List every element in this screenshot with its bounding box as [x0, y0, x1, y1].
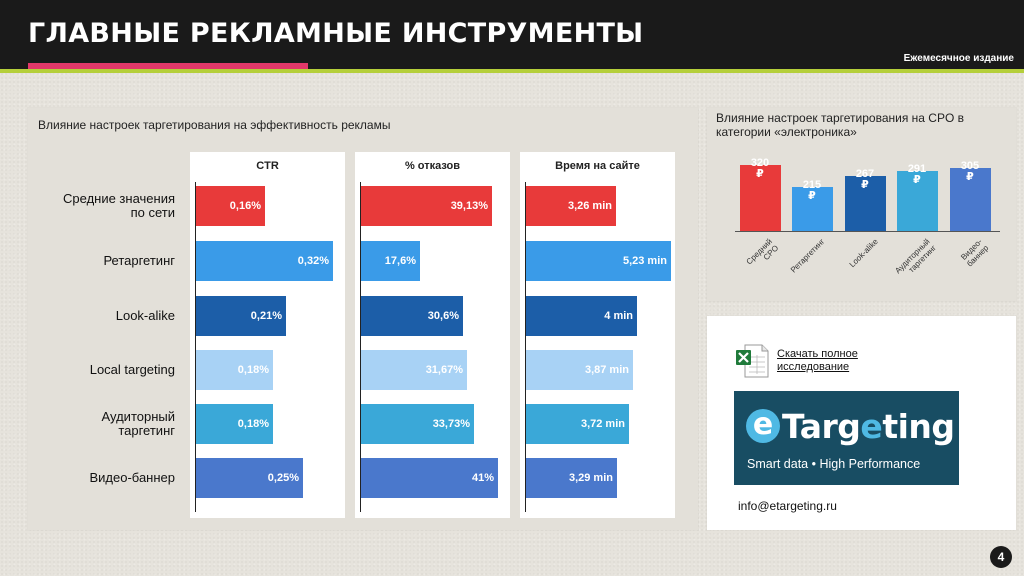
row-label: Видео-баннер: [89, 470, 175, 485]
logo-e-icon: e: [746, 409, 780, 443]
data-label: 0,32%: [297, 255, 329, 267]
data-label: 0,18%: [237, 418, 269, 430]
header-green-line: [0, 69, 1024, 73]
page-number: 4: [990, 546, 1012, 568]
cpo-bar: [792, 187, 833, 231]
chart-column: CTR 0,16% 0,32% 0,21% 0,18% 0,18% 0,25%: [190, 152, 345, 518]
email-link[interactable]: info@etargeting.ru: [738, 499, 837, 513]
data-bar: [196, 350, 273, 390]
data-bar: [361, 350, 467, 390]
cpo-bar: [950, 168, 991, 231]
data-label: 3,29 min: [568, 472, 613, 484]
row-label: Ретаргетинг: [103, 253, 175, 268]
row-label: Аудиторный таргетинг: [101, 409, 176, 438]
data-bar: [361, 404, 474, 444]
data-bar: [361, 186, 492, 226]
data-label: 0,16%: [229, 200, 261, 212]
cpo-value-label: 215 ₽: [802, 179, 822, 202]
data-bar: [361, 241, 420, 281]
data-label: 0,21%: [250, 310, 282, 322]
header-bar: ГЛАВНЫЕ РЕКЛАМНЫЕ ИНСТРУМЕНТЫ Ежемесячно…: [0, 0, 1024, 69]
chart-column-title: CTR: [256, 160, 279, 172]
data-bar: [196, 296, 286, 336]
chart-axis: [525, 182, 526, 512]
header-accent-line: [28, 63, 308, 69]
chart-column: Время на сайте 3,26 min 5,23 min 4 min 3,87 …: [520, 152, 675, 518]
data-label: 5,23 min: [622, 255, 667, 267]
data-bar: [526, 241, 671, 281]
chart-axis: [360, 182, 361, 512]
cpo-value-label: 291 ₽: [907, 163, 927, 186]
cpo-bar: [740, 165, 781, 231]
row-label: Local targeting: [89, 362, 175, 377]
excel-file-icon[interactable]: [735, 343, 769, 379]
row-label: Средние значения по сети: [63, 191, 175, 220]
data-bar: [526, 186, 616, 226]
data-label: 3,26 min: [567, 200, 612, 212]
chart-column-title: % отказов: [404, 160, 461, 172]
data-label: 0,18%: [237, 364, 269, 376]
cpo-bar: [897, 171, 938, 231]
data-bar: [196, 241, 333, 281]
main-panel-title: Влияние настроек таргетирования на эффек…: [38, 118, 391, 132]
data-label: 3,87 min: [584, 364, 629, 376]
data-label: 4 min: [604, 310, 633, 322]
data-label: 33,73%: [432, 418, 470, 430]
header-subtitle: Ежемесячное издание: [903, 53, 1014, 64]
data-label: 41%: [471, 472, 494, 484]
data-bar: [361, 458, 498, 498]
data-bar: [196, 186, 265, 226]
data-label: 17,6%: [384, 255, 416, 267]
cpo-bar: [845, 176, 886, 231]
row-label: Look-alike: [115, 308, 175, 323]
chart-column: % отказов 39,13% 17,6% 30,6% 31,67% 33,73% 41%: [355, 152, 510, 518]
cpo-axis: [735, 231, 1000, 232]
data-bar: [196, 458, 303, 498]
data-label: 39,13%: [450, 200, 488, 212]
chart-column-title: Время на сайте: [555, 160, 640, 172]
data-bar: [526, 296, 637, 336]
data-label: 30,6%: [427, 310, 459, 322]
page-title: ГЛАВНЫЕ РЕКЛАМНЫЕ ИНСТРУМЕНТЫ: [28, 18, 644, 49]
cpo-value-label: 267 ₽: [855, 168, 875, 191]
cpo-value-label: 305 ₽: [960, 160, 980, 183]
cpo-panel-title: Влияние настроек таргетирования на CPO в…: [716, 111, 965, 139]
data-label: 3,72 min: [580, 418, 625, 430]
logo-tagline: Smart data • High Performance: [747, 457, 921, 471]
logo-wordmark: Targeting: [782, 407, 955, 446]
data-bar: [526, 458, 617, 498]
data-bar: [526, 404, 629, 444]
data-bar: [361, 296, 463, 336]
data-bar: [526, 350, 633, 390]
data-label: 0,25%: [267, 472, 299, 484]
data-label: 31,67%: [425, 364, 463, 376]
cpo-value-label: 320 ₽: [750, 157, 770, 180]
data-bar: [196, 404, 273, 444]
etargeting-logo[interactable]: e Targeting Smart data • High Performanc…: [734, 391, 959, 485]
chart-axis: [195, 182, 196, 512]
download-study-link[interactable]: Скачать полное исследование: [777, 348, 858, 373]
